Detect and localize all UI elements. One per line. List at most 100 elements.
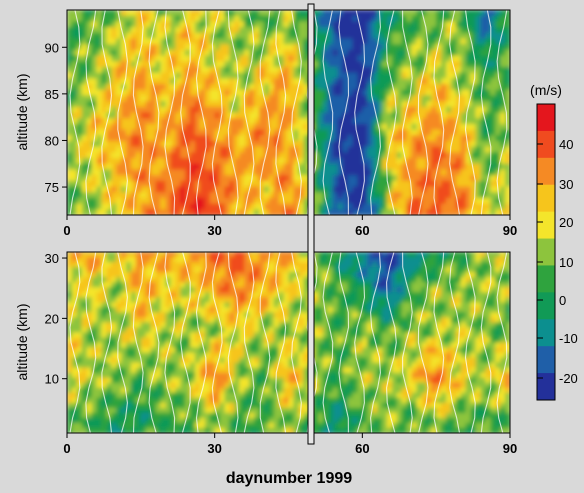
contour-cell	[450, 106, 457, 114]
contour-cell	[421, 49, 428, 57]
contour-cell	[500, 292, 506, 299]
contour-cell	[214, 49, 221, 57]
contour-cell	[480, 44, 487, 51]
contour-cell	[67, 337, 73, 344]
contour-cell	[180, 327, 186, 334]
contour-cell	[465, 342, 472, 349]
contour-cell	[116, 332, 122, 339]
contour-cell	[382, 186, 388, 194]
contour-cell	[475, 89, 482, 97]
contour-cell	[244, 262, 250, 268]
contour-cell	[357, 282, 364, 288]
contour-cell	[190, 252, 196, 258]
contour-cell	[175, 332, 182, 339]
contour-cell	[135, 277, 142, 283]
contour-cell	[234, 192, 241, 199]
contour-cell	[318, 89, 324, 97]
contour-cell	[140, 10, 147, 17]
contour-cell	[96, 342, 103, 349]
contour-cell	[145, 317, 152, 324]
contour-cell	[470, 140, 477, 148]
contour-cell	[150, 129, 157, 137]
contour-cell	[431, 55, 437, 63]
contour-cell	[347, 337, 354, 344]
contour-cell	[229, 32, 236, 40]
contour-cell	[396, 101, 403, 108]
contour-cell	[91, 21, 98, 28]
contour-cell	[180, 84, 186, 91]
contour-cell	[145, 292, 152, 299]
contour-cell	[254, 337, 260, 344]
contour-cell	[372, 272, 378, 278]
contour-cell	[367, 282, 373, 288]
contour-cell	[244, 32, 250, 40]
contour-cell	[268, 192, 275, 199]
contour-cell	[337, 342, 344, 349]
contour-cell	[278, 287, 285, 294]
contour-cell	[106, 322, 113, 329]
contour-cell	[150, 312, 157, 319]
contour-cell	[258, 277, 265, 283]
contour-cell	[465, 95, 472, 102]
contour-cell	[411, 297, 418, 304]
contour-cell	[214, 180, 221, 188]
contour-cell	[436, 262, 442, 268]
contour-cell	[505, 27, 510, 34]
contour-cell	[101, 262, 108, 268]
contour-cell	[426, 118, 433, 125]
contour-cell	[416, 44, 423, 51]
contour-cell	[234, 112, 241, 119]
contour-cell	[303, 61, 309, 68]
contour-cell	[455, 257, 462, 263]
contour-cell	[96, 267, 103, 273]
contour-cell	[106, 44, 113, 51]
contour-cell	[96, 21, 103, 28]
contour-cell	[224, 32, 231, 40]
contour-cell	[126, 118, 132, 125]
contour-cell	[175, 135, 182, 142]
contour-cell	[411, 101, 418, 108]
contour-cell	[367, 27, 373, 34]
contour-cell	[204, 152, 211, 159]
contour-cell	[67, 129, 73, 137]
contour-cell	[273, 66, 280, 74]
contour-cell	[318, 272, 324, 278]
contour-cell	[475, 252, 482, 258]
contour-cell	[96, 169, 103, 176]
contour-cell	[485, 44, 492, 51]
contour-cell	[273, 49, 280, 57]
contour-cell	[293, 146, 300, 154]
contour-cell	[121, 123, 127, 131]
contour-cell	[254, 118, 260, 125]
contour-cell	[298, 78, 305, 85]
contour-cell	[155, 27, 162, 34]
contour-cell	[298, 101, 305, 108]
contour-cell	[293, 123, 300, 131]
contour-cell	[81, 327, 88, 334]
contour-cell	[475, 49, 482, 57]
contour-cell	[352, 252, 359, 258]
contour-cell	[313, 55, 319, 63]
contour-cell	[401, 84, 408, 91]
contour-cell	[244, 10, 250, 17]
contour-cell	[298, 38, 305, 45]
contour-cell	[411, 61, 418, 68]
contour-cell	[96, 106, 103, 114]
contour-cell	[327, 106, 334, 114]
contour-cell	[111, 66, 118, 74]
contour-cell	[416, 267, 423, 273]
contour-cell	[190, 317, 196, 324]
contour-cell	[165, 292, 172, 299]
contour-cell	[342, 158, 349, 165]
contour-cell	[416, 27, 423, 34]
contour-cell	[436, 317, 442, 324]
contour-cell	[303, 277, 309, 283]
contour-cell	[465, 209, 472, 215]
contour-cell	[268, 257, 275, 263]
contour-cell	[71, 158, 78, 165]
contour-cell	[76, 169, 83, 176]
contour-cell	[446, 152, 452, 159]
contour-cell	[155, 257, 162, 263]
contour-cell	[106, 101, 113, 108]
contour-cell	[362, 307, 369, 314]
